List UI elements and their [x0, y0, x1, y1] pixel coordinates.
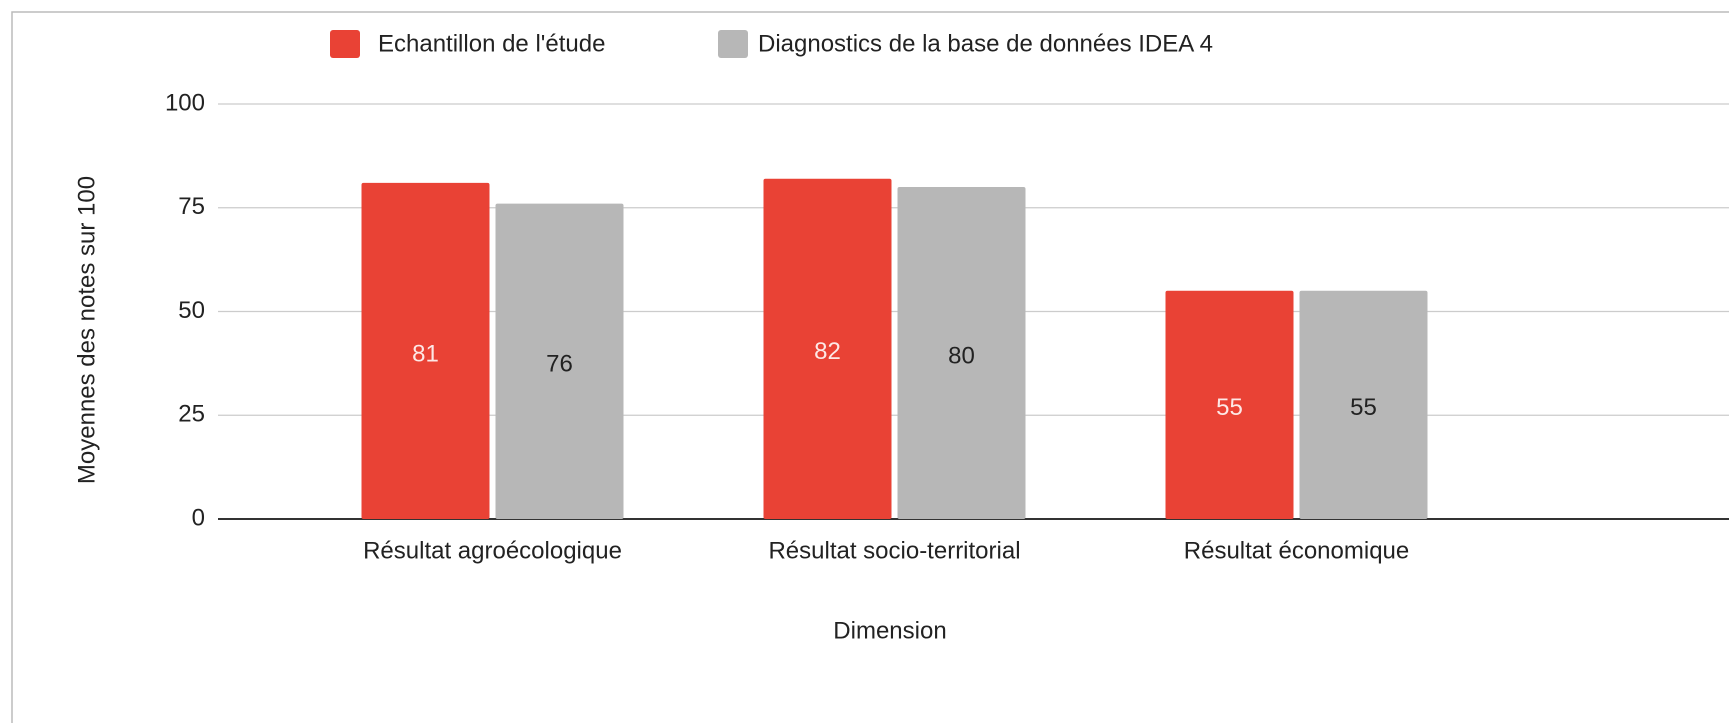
x-tick-label: Résultat agroécologique: [363, 537, 622, 564]
y-tick-label: 100: [165, 89, 205, 116]
legend-label: Echantillon de l'étude: [378, 30, 605, 57]
legend-swatch: [718, 30, 748, 58]
x-axis-title: Dimension: [833, 617, 946, 644]
bar: [495, 203, 624, 519]
data-label: 55: [1216, 394, 1243, 421]
legend-label: Diagnostics de la base de données IDEA 4: [758, 30, 1213, 57]
data-label: 81: [412, 340, 439, 367]
y-tick-label: 75: [178, 193, 205, 220]
x-tick-label: Résultat socio-territorial: [768, 537, 1020, 564]
data-label: 76: [546, 351, 573, 378]
legend-swatch: [330, 30, 360, 58]
y-tick-label: 50: [178, 297, 205, 324]
data-label: 55: [1350, 394, 1377, 421]
bar: [763, 178, 892, 519]
y-tick-label: 25: [178, 401, 205, 428]
data-label: 82: [814, 338, 841, 365]
y-tick-label: 0: [192, 504, 205, 531]
bar: [1299, 290, 1428, 519]
bar: [361, 182, 490, 519]
y-axis-title: Moyennes des notes sur 100: [73, 176, 100, 484]
x-tick-label: Résultat économique: [1184, 537, 1409, 564]
data-label: 80: [948, 342, 975, 369]
bar: [897, 187, 1026, 519]
bar: [1165, 290, 1294, 519]
